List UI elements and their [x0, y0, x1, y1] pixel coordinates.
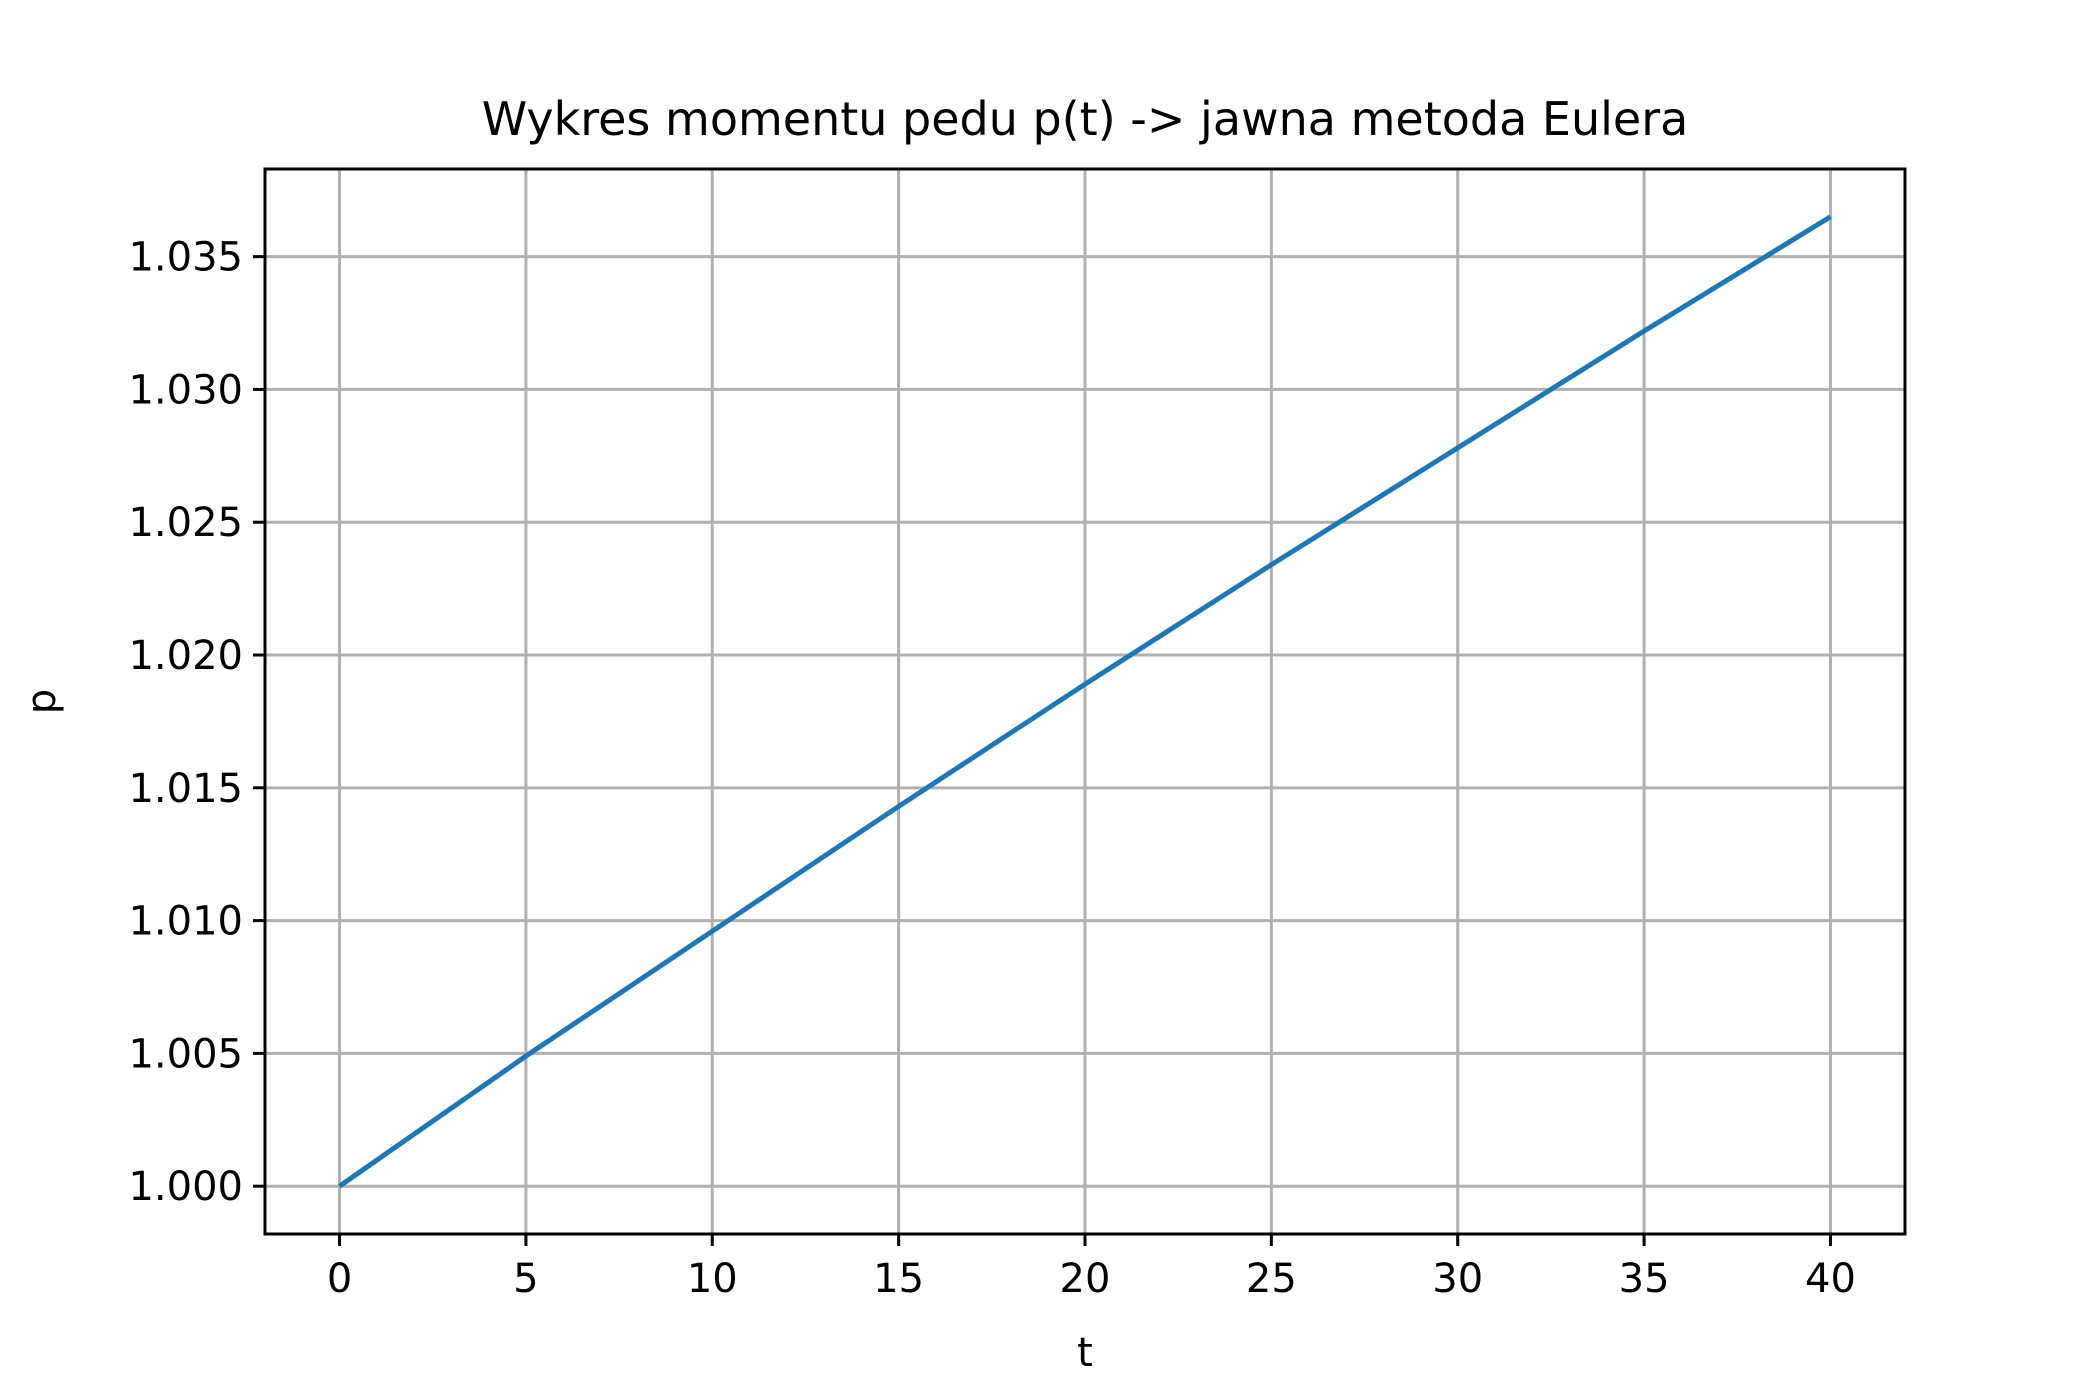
series-layer: [338, 214, 1832, 1189]
y-tick-label: 1.015: [128, 766, 243, 812]
y-tick-label: 1.020: [128, 633, 243, 679]
x-tick-label: 20: [1060, 1256, 1111, 1302]
x-tick-label: 10: [687, 1256, 738, 1302]
y-tick-label: 1.010: [128, 899, 243, 945]
y-tick-label: 1.000: [128, 1164, 243, 1210]
x-axis-ticks: 0 5 10 15 20 25 30 35 40: [327, 1234, 1856, 1302]
x-tick-label: 40: [1805, 1256, 1856, 1302]
x-tick-label: 15: [873, 1256, 924, 1302]
y-tick-label: 1.005: [128, 1031, 243, 1077]
y-tick-label: 1.030: [128, 367, 243, 413]
grid: [265, 169, 1905, 1234]
x-tick-label: 0: [327, 1256, 352, 1302]
x-tick-label: 35: [1619, 1256, 1670, 1302]
series-line-0: [338, 214, 1832, 1189]
y-tick-label: 1.025: [128, 500, 243, 546]
x-tick-label: 5: [513, 1256, 538, 1302]
y-tick-label: 1.035: [128, 235, 243, 281]
y-axis-ticks: 1.000 1.005 1.010 1.015 1.020 1.025 1.030 1.035: [128, 235, 265, 1210]
x-tick-label: 30: [1432, 1256, 1483, 1302]
x-axis-label: t: [1077, 1330, 1093, 1376]
y-axis-label: p: [19, 689, 65, 714]
x-tick-label: 25: [1246, 1256, 1297, 1302]
chart-title: Wykres momentu pedu p(t) -> jawna metoda…: [482, 92, 1689, 146]
